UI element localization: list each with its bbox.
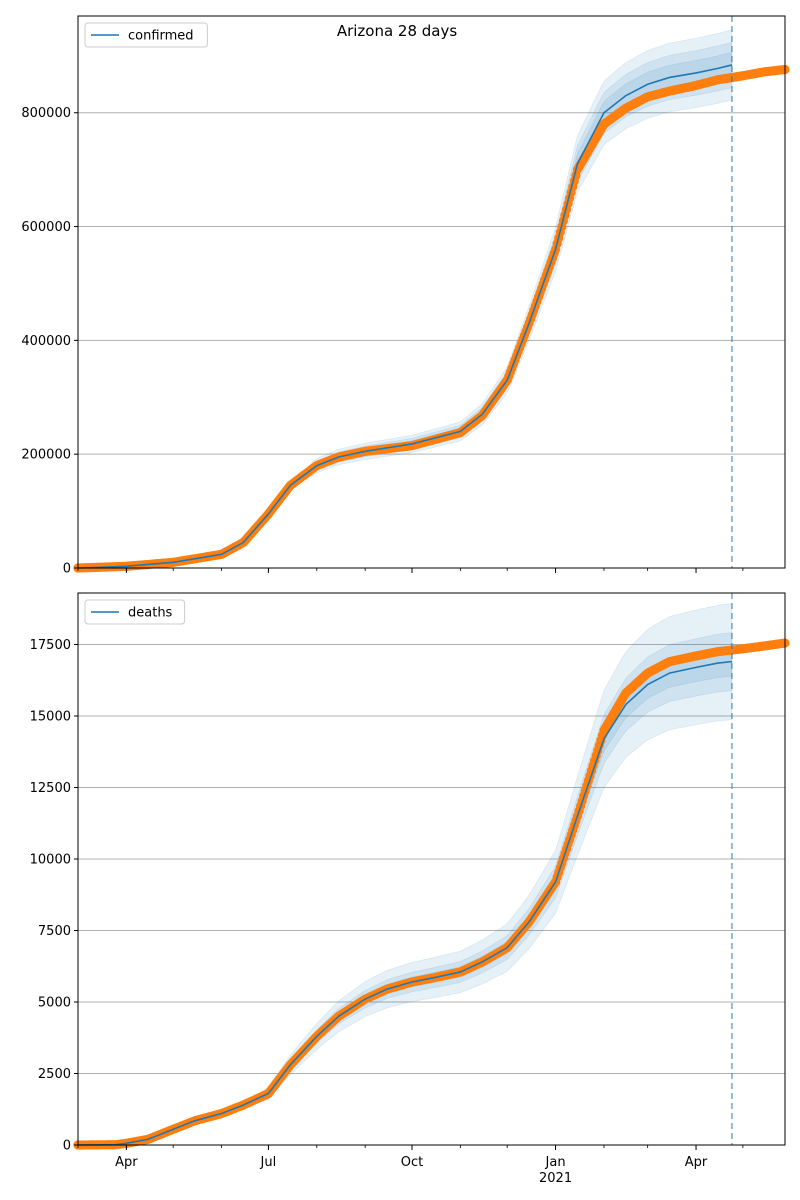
legend-label: confirmed — [128, 29, 194, 44]
x-year-label: 2021 — [539, 1171, 572, 1186]
figure-title: Arizona 28 days — [337, 22, 458, 40]
y-tick-label: 0 — [63, 562, 71, 577]
y-tick-label: 800000 — [21, 106, 71, 121]
legend-label: deaths — [128, 606, 173, 621]
y-tick-label: 5000 — [38, 995, 71, 1010]
y-tick-label: 2500 — [38, 1067, 71, 1082]
deaths-panel: 0 2500 5000 7500 10000 12500 15000 17500 Apr Jul O… — [30, 592, 790, 1186]
model-line — [77, 660, 733, 1146]
legend: deaths — [84, 599, 186, 625]
legend-box — [84, 599, 186, 625]
plot-frame — [77, 15, 786, 569]
y-tick-label: 12500 — [30, 781, 71, 796]
observed-series — [73, 64, 790, 573]
plot-frame — [77, 592, 786, 1146]
y-tick-label: 0 — [63, 1139, 71, 1154]
model-line — [77, 64, 733, 569]
legend-box — [84, 22, 208, 48]
x-tick-label: Apr — [115, 1155, 138, 1170]
confirmed-panel: 0 200000 400000 600000 800000 confirmed — [21, 15, 790, 577]
y-tick-label: 15000 — [30, 709, 71, 724]
y-tick-label: 17500 — [30, 638, 71, 653]
y-tick-label: 10000 — [30, 852, 71, 867]
x-tick-label: Oct — [401, 1155, 423, 1170]
x-tick-label: Apr — [685, 1155, 708, 1170]
confidence-band — [77, 51, 733, 569]
y-tick-label: 400000 — [21, 334, 71, 349]
y-tick-label: 200000 — [21, 448, 71, 463]
x-tick-label: Jan — [545, 1155, 566, 1170]
legend: confirmed — [84, 22, 208, 48]
y-tick-label: 600000 — [21, 220, 71, 235]
x-tick-label: Jul — [260, 1155, 277, 1170]
y-tick-label: 7500 — [38, 924, 71, 939]
